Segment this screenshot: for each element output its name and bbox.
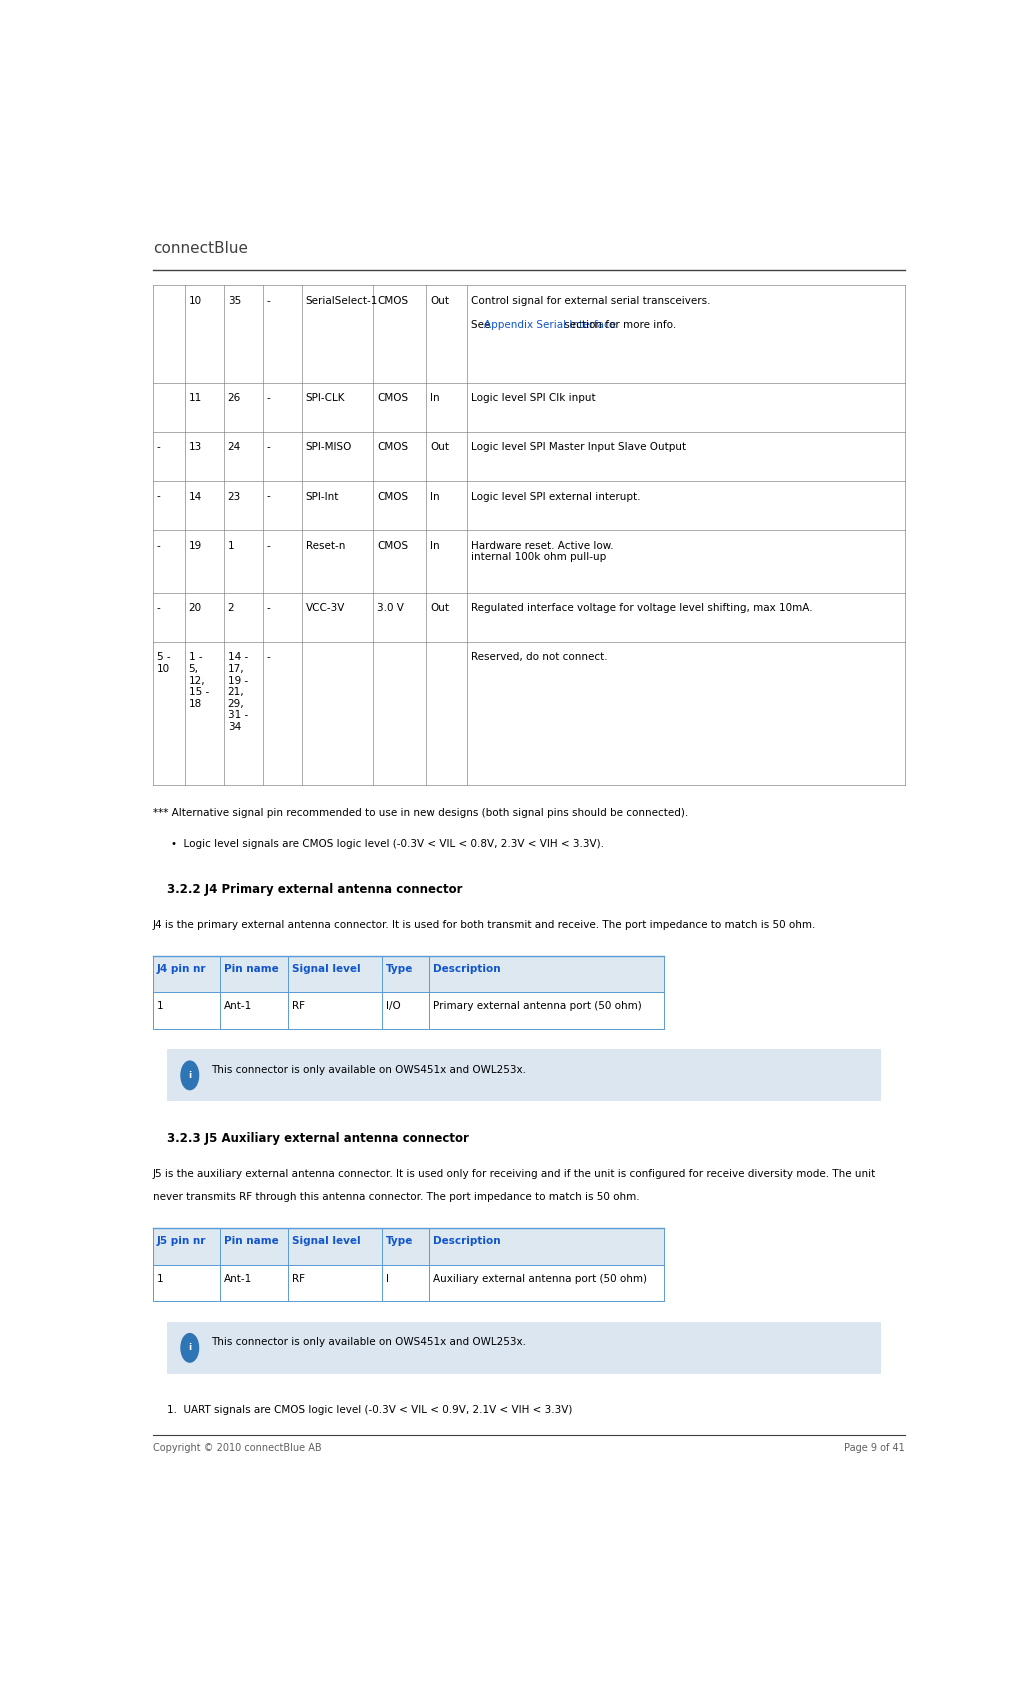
Bar: [167, 1050, 881, 1102]
Circle shape: [181, 1333, 198, 1361]
Text: 14 -
17,
19 -
21,
29,
31 -
34: 14 - 17, 19 - 21, 29, 31 - 34: [228, 652, 248, 731]
Text: i: i: [188, 1343, 191, 1353]
Text: 2: 2: [228, 603, 234, 613]
Text: CMOS: CMOS: [378, 441, 409, 452]
Text: -: -: [157, 541, 161, 551]
Text: Type: Type: [386, 964, 413, 974]
Text: See: See: [472, 320, 494, 330]
Text: 3.0 V: 3.0 V: [378, 603, 405, 613]
Text: -: -: [266, 441, 270, 452]
Circle shape: [181, 1062, 198, 1090]
Text: 24: 24: [228, 441, 240, 452]
Text: 35: 35: [228, 295, 240, 305]
Text: 19: 19: [189, 541, 202, 551]
Text: 1: 1: [157, 1001, 164, 1011]
Text: J4 pin nr: J4 pin nr: [157, 964, 206, 974]
Text: Pin name: Pin name: [224, 1237, 279, 1247]
Text: Appendix Serial Interface: Appendix Serial Interface: [484, 320, 616, 330]
Text: Out: Out: [430, 295, 449, 305]
Text: Logic level SPI Clk input: Logic level SPI Clk input: [472, 393, 595, 403]
Bar: [167, 1323, 881, 1373]
Text: -: -: [157, 492, 161, 502]
Text: CMOS: CMOS: [378, 541, 409, 551]
Text: Out: Out: [430, 441, 449, 452]
Text: 13: 13: [189, 441, 202, 452]
Text: -: -: [266, 541, 270, 551]
Text: 1.  UART signals are CMOS logic level (-0.3V < VIL < 0.9V, 2.1V < VIH < 3.3V): 1. UART signals are CMOS logic level (-0…: [167, 1405, 573, 1415]
Text: Type: Type: [386, 1237, 413, 1247]
Text: 20: 20: [189, 603, 201, 613]
Text: 3.2.2 J4 Primary external antenna connector: 3.2.2 J4 Primary external antenna connec…: [167, 883, 463, 896]
Text: -: -: [266, 652, 270, 662]
Text: RF: RF: [291, 1274, 304, 1284]
Text: J5 pin nr: J5 pin nr: [157, 1237, 206, 1247]
Text: -: -: [266, 603, 270, 613]
Text: *** Alternative signal pin recommended to use in new designs (both signal pins s: *** Alternative signal pin recommended t…: [153, 809, 688, 819]
Text: 14: 14: [189, 492, 202, 502]
Text: Control signal for external serial transceivers.: Control signal for external serial trans…: [472, 295, 711, 305]
Text: never transmits RF through this antenna connector. The port impedance to match i: never transmits RF through this antenna …: [153, 1193, 640, 1201]
Text: In: In: [430, 393, 440, 403]
Text: 23: 23: [228, 492, 240, 502]
Text: 3.2.3 J5 Auxiliary external antenna connector: 3.2.3 J5 Auxiliary external antenna conn…: [167, 1132, 470, 1146]
Text: I/O: I/O: [386, 1001, 400, 1011]
Text: 5 -
10: 5 - 10: [157, 652, 170, 674]
Text: 26: 26: [228, 393, 240, 403]
Text: J5 is the auxiliary external antenna connector. It is used only for receiving an: J5 is the auxiliary external antenna con…: [153, 1169, 876, 1179]
Text: CMOS: CMOS: [378, 295, 409, 305]
Text: CMOS: CMOS: [378, 393, 409, 403]
Text: 1: 1: [157, 1274, 164, 1284]
Text: Pin name: Pin name: [224, 964, 279, 974]
Text: Regulated interface voltage for voltage level shifting, max 10mA.: Regulated interface voltage for voltage …: [472, 603, 813, 613]
Text: Reset-n: Reset-n: [305, 541, 346, 551]
Text: i: i: [188, 1072, 191, 1080]
Text: RF: RF: [291, 1001, 304, 1011]
Text: Hardware reset. Active low.
internal 100k ohm pull-up: Hardware reset. Active low. internal 100…: [472, 541, 614, 563]
Text: J4 is the primary external antenna connector. It is used for both transmit and r: J4 is the primary external antenna conne…: [153, 920, 816, 930]
Text: 11: 11: [189, 393, 202, 403]
Text: Ant-1: Ant-1: [224, 1001, 253, 1011]
Text: Page 9 of 41: Page 9 of 41: [844, 1442, 905, 1452]
Text: SPI-Int: SPI-Int: [305, 492, 340, 502]
Text: In: In: [430, 541, 440, 551]
Text: SPI-MISO: SPI-MISO: [305, 441, 352, 452]
Text: Signal level: Signal level: [291, 1237, 360, 1247]
Text: Reserved, do not connect.: Reserved, do not connect.: [472, 652, 608, 662]
Text: SPI-CLK: SPI-CLK: [305, 393, 346, 403]
Text: -: -: [266, 295, 270, 305]
Text: Signal level: Signal level: [291, 964, 360, 974]
Text: This connector is only available on OWS451x and OWL253x.: This connector is only available on OWS4…: [212, 1338, 526, 1348]
Text: •  Logic level signals are CMOS logic level (-0.3V < VIL < 0.8V, 2.3V < VIH < 3.: • Logic level signals are CMOS logic lev…: [170, 839, 604, 849]
Text: 10: 10: [189, 295, 201, 305]
Text: In: In: [430, 492, 440, 502]
Text: This connector is only available on OWS451x and OWL253x.: This connector is only available on OWS4…: [212, 1065, 526, 1075]
Text: Primary external antenna port (50 ohm): Primary external antenna port (50 ohm): [432, 1001, 642, 1011]
Text: -: -: [157, 603, 161, 613]
Text: Logic level SPI external interupt.: Logic level SPI external interupt.: [472, 492, 641, 502]
Text: Description: Description: [432, 964, 501, 974]
Text: -: -: [157, 441, 161, 452]
Bar: [153, 955, 665, 992]
Text: Logic level SPI Master Input Slave Output: Logic level SPI Master Input Slave Outpu…: [472, 441, 686, 452]
Text: VCC-3V: VCC-3V: [305, 603, 346, 613]
Text: Ant-1: Ant-1: [224, 1274, 253, 1284]
Text: section for more info.: section for more info.: [560, 320, 676, 330]
Text: I: I: [386, 1274, 389, 1284]
Text: connectBlue: connectBlue: [153, 241, 248, 256]
Bar: [153, 1228, 665, 1265]
Text: 1: 1: [228, 541, 234, 551]
Text: Description: Description: [432, 1237, 501, 1247]
Text: Auxiliary external antenna port (50 ohm): Auxiliary external antenna port (50 ohm): [432, 1274, 647, 1284]
Text: -: -: [266, 492, 270, 502]
Text: Copyright © 2010 connectBlue AB: Copyright © 2010 connectBlue AB: [153, 1442, 322, 1452]
Text: SerialSelect-1: SerialSelect-1: [305, 295, 378, 305]
Text: -: -: [266, 393, 270, 403]
Text: Out: Out: [430, 603, 449, 613]
Text: 1 -
5,
12,
15 -
18: 1 - 5, 12, 15 - 18: [189, 652, 208, 709]
Text: CMOS: CMOS: [378, 492, 409, 502]
